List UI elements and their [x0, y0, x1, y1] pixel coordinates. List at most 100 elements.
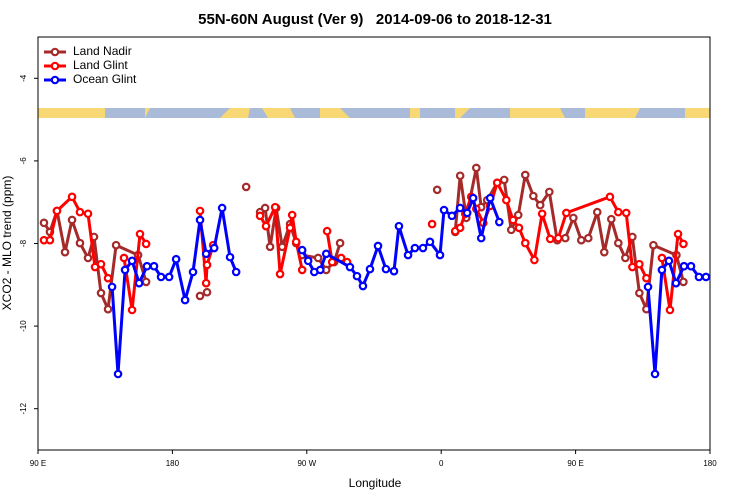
x-tick-label: 180 — [166, 459, 180, 468]
point — [270, 202, 280, 212]
y-tick-label: -4 — [19, 74, 28, 82]
point — [171, 254, 181, 264]
point — [643, 282, 653, 292]
point — [583, 233, 593, 243]
point — [60, 247, 70, 257]
point — [513, 210, 523, 220]
point — [560, 233, 570, 243]
point — [103, 304, 113, 314]
point — [119, 253, 129, 263]
point — [195, 291, 205, 301]
point — [255, 211, 265, 221]
point — [605, 192, 615, 202]
point — [373, 241, 383, 251]
point — [260, 203, 270, 213]
point — [508, 215, 518, 225]
point — [435, 250, 445, 260]
point — [96, 259, 106, 269]
legend-marker — [50, 61, 60, 71]
point — [635, 288, 644, 298]
y-tick-label: -6 — [19, 157, 28, 165]
point — [671, 278, 681, 288]
point — [103, 273, 113, 283]
point — [679, 239, 688, 249]
x-tick-label: 90 E — [567, 459, 583, 468]
point — [665, 305, 675, 315]
point — [358, 281, 368, 291]
point — [455, 203, 465, 213]
point — [120, 265, 130, 275]
point — [462, 208, 472, 218]
point — [427, 219, 437, 229]
point — [520, 238, 530, 248]
point — [141, 277, 151, 287]
point — [83, 253, 93, 263]
point — [225, 252, 235, 262]
y-tick-label: -8 — [19, 239, 28, 247]
point — [535, 200, 545, 210]
point — [83, 209, 93, 219]
point — [614, 207, 623, 217]
point — [365, 264, 375, 274]
point — [321, 249, 331, 259]
point — [599, 247, 609, 257]
point — [455, 223, 465, 233]
x-tick-label: 0 — [439, 459, 444, 468]
y-tick-label: -12 — [19, 402, 28, 414]
point — [432, 185, 442, 195]
point — [492, 178, 502, 188]
x-tick-label: 90 W — [297, 459, 316, 468]
point — [201, 278, 211, 288]
series-line — [44, 181, 685, 312]
point — [642, 273, 651, 283]
y-tick-label: -10 — [19, 320, 28, 332]
point — [673, 229, 683, 239]
point — [202, 287, 212, 297]
point — [45, 235, 55, 245]
point — [628, 262, 637, 272]
series-line — [110, 196, 706, 376]
point — [297, 245, 307, 255]
point — [679, 261, 689, 271]
point — [485, 193, 495, 203]
point — [537, 209, 547, 219]
point — [149, 261, 159, 271]
point — [231, 267, 241, 277]
point — [418, 243, 428, 253]
point — [403, 250, 413, 260]
point — [261, 221, 271, 231]
point — [217, 203, 227, 213]
point — [287, 210, 297, 220]
point — [621, 208, 631, 218]
point — [502, 195, 511, 205]
point — [679, 277, 688, 287]
point — [111, 240, 121, 250]
point — [468, 193, 478, 203]
point — [576, 235, 586, 245]
point — [291, 237, 301, 247]
point — [530, 255, 539, 265]
point — [67, 192, 77, 202]
point — [209, 243, 219, 253]
point — [202, 260, 212, 270]
point — [621, 253, 630, 263]
legend-label: Land Glint — [73, 58, 128, 72]
point — [389, 266, 399, 276]
x-tick-label: 90 E — [30, 459, 46, 468]
point — [67, 215, 77, 225]
point — [439, 205, 449, 215]
point — [195, 215, 205, 225]
point — [156, 272, 166, 282]
x-tick-label: 180 — [703, 459, 717, 468]
point — [635, 259, 644, 269]
point — [313, 253, 323, 263]
point — [134, 278, 144, 288]
point — [592, 207, 602, 217]
point — [381, 264, 391, 274]
point — [569, 213, 578, 223]
x-axis-label: Longitude — [349, 476, 402, 490]
point — [514, 223, 524, 233]
legend-label: Ocean Glint — [73, 72, 137, 86]
point — [650, 369, 660, 379]
point — [322, 226, 332, 236]
